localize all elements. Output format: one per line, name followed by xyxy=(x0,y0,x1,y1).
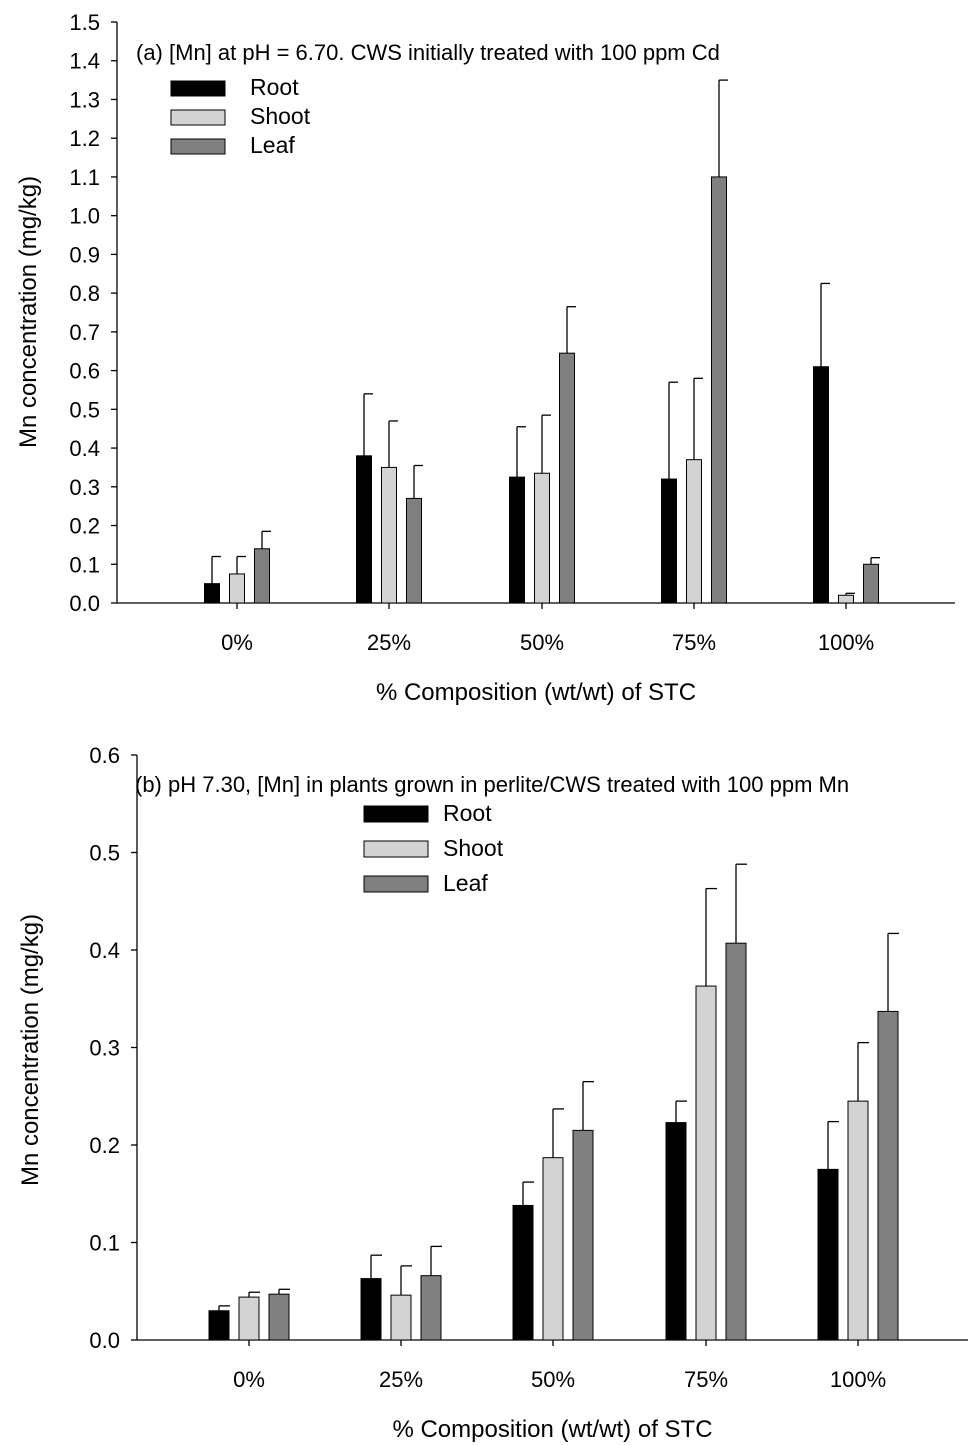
bar-shoot xyxy=(838,594,854,604)
y-tick-label: 0.1 xyxy=(89,1231,120,1256)
y-tick-label: 0.0 xyxy=(69,591,100,616)
bar-leaf xyxy=(406,497,422,604)
bar-root xyxy=(208,1310,230,1341)
y-tick-label: 0.4 xyxy=(89,938,120,963)
y-tick-label: 1.2 xyxy=(69,126,100,151)
y-axis-title: Mn concentration (mg/kg) xyxy=(15,176,42,448)
x-tick-label: 75% xyxy=(684,1367,728,1392)
bar-root xyxy=(356,455,372,604)
bar-leaf xyxy=(711,176,727,604)
legend-label-shoot: Shoot xyxy=(250,103,311,129)
chart-panel-b: 0.0 0.1 0.2 0.3 0.4 0.5 0.6 0% 25% 50% 75% 100% % Co… xyxy=(17,743,968,1443)
bar-root xyxy=(665,1122,687,1341)
y-tick-label: 0.4 xyxy=(69,436,100,461)
bar-shoot xyxy=(381,466,397,604)
y-tick-label: 1.5 xyxy=(69,10,100,35)
x-axis-title: % Composition (wt/wt) of STC xyxy=(376,679,696,706)
chart-panel-a: 0.0 0.1 0.2 0.3 0.4 0.5 0.6 0.7 0.8 0.9 1.0 1.1 1.2 1… xyxy=(15,10,955,706)
y-tick-label: 0.1 xyxy=(69,552,100,577)
bar-leaf xyxy=(420,1275,442,1341)
bar-root xyxy=(661,478,677,604)
bar-leaf xyxy=(254,548,270,604)
bar-root xyxy=(509,476,525,604)
x-tick-label: 0% xyxy=(233,1367,265,1392)
x-tick-label: 100% xyxy=(830,1367,886,1392)
y-tick-label: 1.0 xyxy=(69,204,100,229)
y-tick-label: 0.2 xyxy=(69,514,100,539)
bar-root xyxy=(817,1168,839,1341)
bar-shoot xyxy=(390,1294,412,1341)
legend-swatch-shoot xyxy=(170,109,226,126)
y-tick-label: 1.3 xyxy=(69,87,100,112)
bar-shoot xyxy=(847,1100,869,1341)
legend-label-leaf: Leaf xyxy=(443,870,488,896)
x-tick-label: 50% xyxy=(531,1367,575,1392)
y-tick-label: 0.7 xyxy=(69,320,100,345)
bar-leaf xyxy=(725,942,747,1341)
legend-swatch-shoot xyxy=(363,840,429,858)
y-tick-label: 0.3 xyxy=(69,475,100,500)
legend-label-shoot: Shoot xyxy=(443,835,504,861)
x-tick-label: 50% xyxy=(520,630,564,655)
y-tick-label: 0.5 xyxy=(89,841,120,866)
x-tick-label: 0% xyxy=(221,630,253,655)
x-tick-label: 100% xyxy=(818,630,874,655)
bar-root xyxy=(512,1204,534,1341)
y-tick-label: 0.5 xyxy=(69,397,100,422)
y-tick-label: 0.9 xyxy=(69,242,100,267)
legend-label-root: Root xyxy=(443,800,492,826)
bar-shoot xyxy=(542,1157,564,1341)
x-tick-label: 25% xyxy=(367,630,411,655)
y-tick-label: 1.4 xyxy=(69,49,100,74)
legend-swatch-root xyxy=(170,80,226,97)
legend-swatch-leaf xyxy=(363,875,429,893)
y-tick-label: 0.0 xyxy=(89,1328,120,1353)
bar-leaf xyxy=(877,1010,899,1341)
bar-leaf xyxy=(559,352,575,604)
y-tick-label: 0.6 xyxy=(69,359,100,384)
y-tick-label: 0.6 xyxy=(89,743,120,768)
y-tick-label: 0.3 xyxy=(89,1036,120,1061)
legend-swatch-leaf xyxy=(170,138,226,155)
legend-swatch-root xyxy=(363,805,429,823)
bar-shoot xyxy=(695,985,717,1341)
legend-label-root: Root xyxy=(250,74,299,100)
x-axis-title: % Composition (wt/wt) of STC xyxy=(392,1416,712,1443)
bar-leaf xyxy=(572,1129,594,1341)
bar-shoot xyxy=(686,459,702,604)
bar-root xyxy=(360,1278,382,1341)
bar-leaf xyxy=(863,563,879,604)
y-axis-title: Mn concentration (mg/kg) xyxy=(17,914,44,1186)
bar-shoot xyxy=(229,573,245,604)
bar-shoot xyxy=(238,1296,260,1341)
y-tick-label: 1.1 xyxy=(69,165,100,190)
bar-root xyxy=(813,366,829,604)
y-tick-label: 0.8 xyxy=(69,281,100,306)
bar-shoot xyxy=(534,472,550,604)
bar-leaf xyxy=(268,1293,290,1341)
legend-label-leaf: Leaf xyxy=(250,132,295,158)
panel-annotation: (b) pH 7.30, [Mn] in plants grown in per… xyxy=(135,772,849,797)
x-tick-label: 75% xyxy=(672,630,716,655)
bar-root xyxy=(204,583,220,604)
panel-annotation: (a) [Mn] at pH = 6.70. CWS initially tre… xyxy=(136,40,720,65)
y-tick-label: 0.2 xyxy=(89,1133,120,1158)
x-tick-label: 25% xyxy=(379,1367,423,1392)
